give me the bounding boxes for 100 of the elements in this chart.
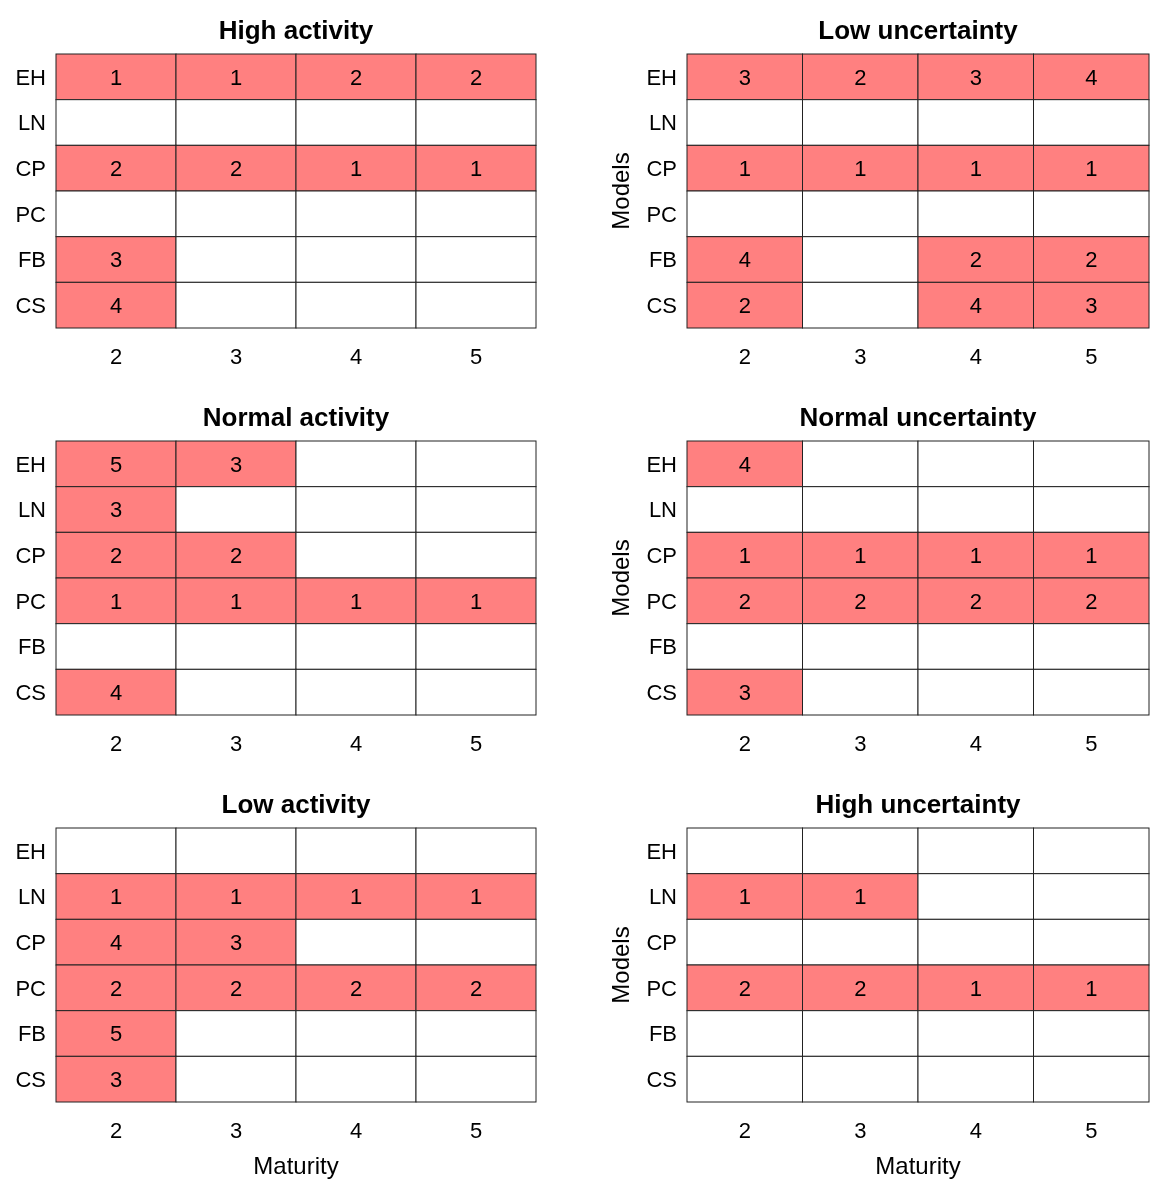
y-tick-label: CS xyxy=(15,1066,46,1092)
chart-title: Normal uncertainty xyxy=(799,402,1038,432)
y-tick-label: EH xyxy=(15,451,46,477)
data-label: 2 xyxy=(969,247,982,273)
x-tick-label: 2 xyxy=(738,730,751,756)
y-axis-title: Models xyxy=(607,539,634,617)
data-label: 1 xyxy=(738,155,751,181)
y-tick-label: PC xyxy=(646,588,678,614)
data-label: 2 xyxy=(109,155,123,181)
y-tick-label: CS xyxy=(646,679,677,705)
y-tick-label: EH xyxy=(646,64,677,90)
y-axis-title: Models xyxy=(607,926,634,1004)
y-tick-label: LN xyxy=(17,884,46,910)
data-label: 4 xyxy=(1085,64,1098,90)
y-axis-title: Models xyxy=(607,152,634,230)
data-label: 2 xyxy=(109,975,123,1001)
data-label: 5 xyxy=(109,451,123,477)
data-label: 2 xyxy=(469,64,483,90)
data-label: 2 xyxy=(229,542,243,568)
x-tick-label: 3 xyxy=(854,343,867,369)
data-label: 1 xyxy=(469,155,483,181)
data-label: 1 xyxy=(854,155,867,181)
y-tick-label: LN xyxy=(648,884,677,910)
data-label: 1 xyxy=(109,588,123,614)
y-tick-label: PC xyxy=(15,588,47,614)
y-tick-label: EH xyxy=(646,838,677,864)
y-tick-label: LN xyxy=(648,497,677,523)
x-tick-label: 3 xyxy=(854,1117,867,1143)
data-label: 2 xyxy=(854,588,867,614)
x-tick-label: 5 xyxy=(1085,730,1098,756)
data-label: 3 xyxy=(969,64,982,90)
data-label: 2 xyxy=(229,155,243,181)
chart-title: High uncertainty xyxy=(815,789,1022,819)
x-tick-label: 4 xyxy=(969,343,982,369)
x-tick-label: 5 xyxy=(1085,1117,1098,1143)
data-label: 4 xyxy=(969,292,982,318)
data-label: 4 xyxy=(738,451,751,477)
data-label: 1 xyxy=(109,884,123,910)
x-axis-title: Maturity xyxy=(253,1152,339,1179)
chart-title: High activity xyxy=(218,15,374,45)
data-label: 4 xyxy=(738,247,751,273)
data-label: 1 xyxy=(229,884,243,910)
data-label: 1 xyxy=(854,542,867,568)
data-label: 3 xyxy=(229,451,243,477)
y-tick-label: FB xyxy=(648,634,677,660)
data-label: 1 xyxy=(1085,975,1098,1001)
x-tick-label: 5 xyxy=(1085,343,1098,369)
data-label: 1 xyxy=(969,542,982,568)
data-label: 2 xyxy=(738,975,751,1001)
data-label: 1 xyxy=(738,542,751,568)
data-label: 1 xyxy=(349,588,363,614)
data-label: 3 xyxy=(1085,292,1098,318)
data-label: 1 xyxy=(1085,542,1098,568)
x-tick-label: 5 xyxy=(469,1117,483,1143)
y-tick-label: FB xyxy=(648,1021,677,1047)
y-tick-label: LN xyxy=(648,110,677,136)
data-label: 2 xyxy=(1085,247,1098,273)
data-label: 1 xyxy=(349,155,363,181)
x-tick-label: 4 xyxy=(969,1117,982,1143)
x-tick-label: 4 xyxy=(349,343,363,369)
data-label: 5 xyxy=(109,1021,123,1047)
x-axis-title: Maturity xyxy=(875,1152,961,1179)
data-label: 3 xyxy=(229,929,243,955)
y-tick-label: EH xyxy=(15,64,46,90)
data-label: 3 xyxy=(109,247,123,273)
y-tick-label: PC xyxy=(15,975,47,1001)
x-tick-label: 5 xyxy=(469,343,483,369)
y-tick-label: LN xyxy=(17,497,46,523)
x-tick-label: 3 xyxy=(229,343,243,369)
data-label: 2 xyxy=(738,292,751,318)
data-label: 1 xyxy=(109,64,123,90)
x-tick-label: 3 xyxy=(229,730,243,756)
y-tick-label: PC xyxy=(646,975,678,1001)
x-tick-label: 5 xyxy=(469,730,483,756)
x-tick-label: 3 xyxy=(854,730,867,756)
chart-title: Normal activity xyxy=(202,402,390,432)
data-label: 3 xyxy=(738,679,751,705)
data-label: 1 xyxy=(229,64,243,90)
x-tick-label: 4 xyxy=(349,730,363,756)
data-label: 3 xyxy=(109,1066,123,1092)
y-tick-label: FB xyxy=(17,247,46,273)
data-label: 1 xyxy=(969,155,982,181)
data-label: 4 xyxy=(109,679,123,705)
data-label: 1 xyxy=(738,884,751,910)
y-tick-label: EH xyxy=(646,451,677,477)
data-label: 2 xyxy=(109,542,123,568)
data-label: 3 xyxy=(109,497,123,523)
y-tick-label: CP xyxy=(15,929,46,955)
data-label: 2 xyxy=(469,975,483,1001)
x-tick-label: 2 xyxy=(738,343,751,369)
y-tick-label: CP xyxy=(15,155,46,181)
x-tick-label: 4 xyxy=(969,730,982,756)
data-label: 2 xyxy=(229,975,243,1001)
y-tick-label: CS xyxy=(646,1066,677,1092)
data-label: 2 xyxy=(349,64,363,90)
x-tick-label: 2 xyxy=(109,343,123,369)
y-tick-label: LN xyxy=(17,110,46,136)
x-tick-label: 3 xyxy=(229,1117,243,1143)
data-label: 2 xyxy=(854,64,867,90)
y-tick-label: CP xyxy=(646,155,677,181)
